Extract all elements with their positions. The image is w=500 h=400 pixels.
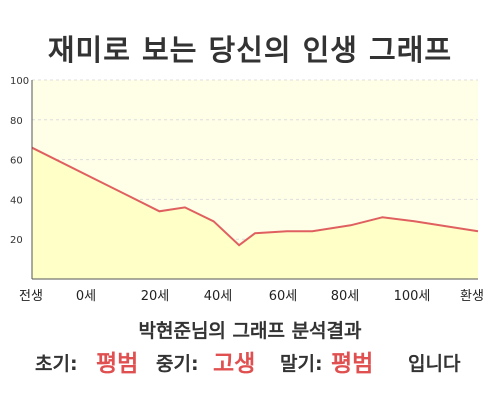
y-tick-labels: 20 40 60 80 100 [10,76,29,246]
mid-label: 중기: [156,353,199,375]
x-tick-label: 0세 [76,289,96,304]
x-tick-label: 80세 [331,289,360,304]
x-tick-label: 전생 [19,289,43,304]
late-value: 평범 [331,351,374,377]
analysis-summary: 박현준님의 그래프 분석결과 [138,320,362,342]
late-label: 말기: [280,353,323,375]
mid-value: 고생 [213,351,256,377]
x-tick-label: 환생 [460,289,484,304]
page-title: 재미로 보는 당신의 인생 그래프 [47,33,453,67]
x-tick-label: 100세 [394,289,431,304]
early-value: 평범 [96,351,139,377]
y-tick-label: 100 [10,76,29,87]
x-tick-labels: 전생 0세 20세 40세 60세 80세 100세 환생 [19,289,484,304]
y-tick-label: 60 [10,156,23,167]
early-label: 초기: [35,353,78,375]
series-line [31,146,479,247]
y-tick-label: 40 [10,195,23,206]
area-fill [32,147,478,279]
x-tick-label: 20세 [141,289,170,304]
suffix-text: 입니다 [408,353,461,375]
y-tick-label: 80 [10,116,23,127]
x-tick-label: 40세 [204,289,233,304]
y-tick-label: 20 [10,235,23,246]
x-tick-label: 60세 [269,289,298,304]
